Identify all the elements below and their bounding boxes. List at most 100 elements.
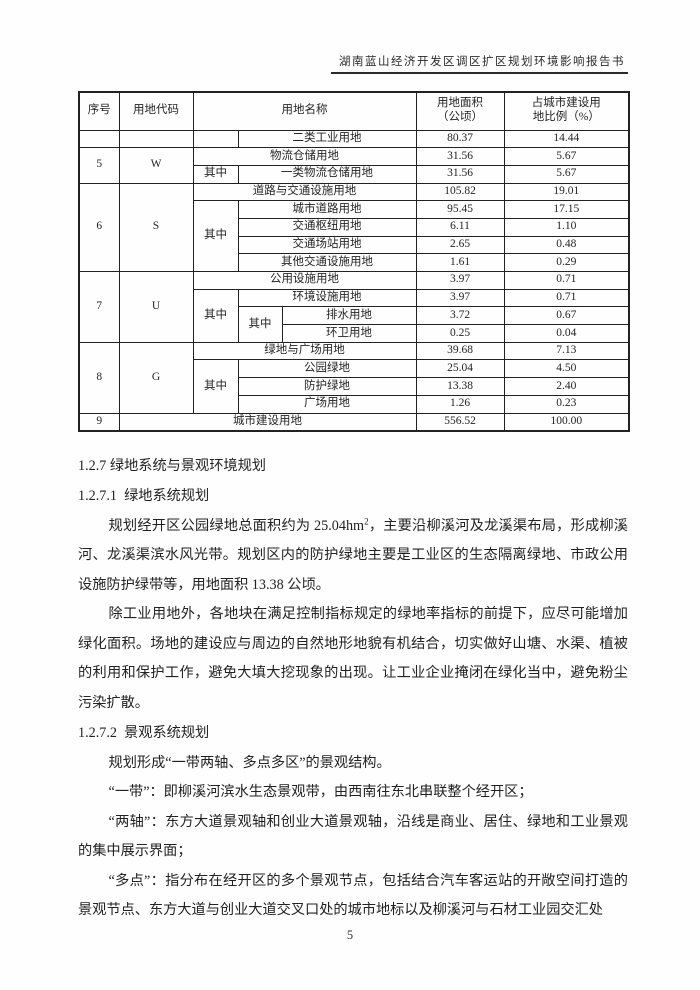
cell-land-name: 道路与交通设施用地 (192, 182, 417, 202)
cell-land-name: 城市道路用地 (237, 200, 417, 219)
table-header-row: 序号 用地代码 用地名称 用地面积 （公顷） 占城市建设用 地比例（%） (78, 91, 630, 131)
cell-area: 1.26 (415, 394, 505, 414)
cell-area: 1.61 (415, 253, 505, 272)
cell-serial: 5 (78, 147, 120, 184)
cell-ratio: 5.67 (503, 164, 630, 184)
cell-subgroup-label: 其中 (192, 288, 239, 343)
cell-area: 2.65 (415, 235, 505, 255)
cell-area: 3.72 (415, 306, 505, 326)
cell-ratio: 0.71 (503, 288, 630, 308)
table-row: 防护绿地 13.38 2.40 (79, 377, 630, 396)
cell-subgroup-label: 其中 (237, 306, 283, 343)
cell-area: 105.82 (415, 182, 505, 202)
cell-ratio: 100.00 (503, 412, 630, 432)
cell-serial: 8 (78, 341, 120, 414)
cell-land-name: 物流仓储用地 (192, 147, 417, 166)
cell-land-name: 环卫用地 (281, 324, 417, 343)
paragraph-text: ，主要沿柳溪河及龙溪渠布局，形成柳溪河、龙溪渠滨水风光带。规划区内的防护绿地主要… (78, 517, 628, 593)
column-header-code: 用地代码 (118, 91, 194, 131)
cell-land-name: 交通场站用地 (237, 235, 417, 255)
page-number: 5 (346, 928, 354, 942)
table-row: 二类工业用地 80.37 14.44 (78, 129, 630, 149)
table-row: 7 U 公用设施用地 3.97 0.71 (78, 271, 630, 343)
cell-ratio: 0.23 (503, 394, 630, 414)
cell-land-name: 二类工业用地 (237, 129, 417, 149)
cell-code: S (118, 182, 194, 273)
cell-ratio: 0.04 (503, 324, 630, 343)
cell-land-name: 一类物流仓储用地 (237, 164, 417, 184)
section-heading-1-2-7-2: 1.2.7.2 景观系统规划 (78, 725, 210, 742)
table-row: 交通枢纽用地 6.11 1.10 (79, 217, 630, 237)
table-row: 6 S 道路与交通设施用地 105.82 19.01 (78, 182, 630, 273)
cell-serial: 7 (78, 271, 120, 343)
cell-code: W (118, 147, 194, 184)
cell-subgroup-label: 其中 (192, 164, 239, 184)
cell-land-name: 环境设施用地 (237, 288, 417, 308)
cell-area: 39.68 (415, 341, 505, 361)
cell-land-name: 防护绿地 (237, 377, 417, 396)
cell-ratio: 7.13 (503, 341, 630, 361)
cell-area: 80.37 (415, 129, 505, 149)
table-row: 环卫用地 0.25 0.04 (79, 324, 630, 343)
cell-ratio: 5.67 (503, 147, 630, 166)
cell-serial (78, 129, 120, 149)
cell-subgroup-label: 其中 (192, 200, 239, 272)
cell-area: 31.56 (415, 147, 505, 166)
cell-land-name: 其他交通设施用地 (237, 253, 417, 272)
table-row: 8 G 绿地与广场用地 39.68 7.13 (78, 341, 630, 414)
table-row: 其中 公园绿地 25.04 4.50 (79, 359, 630, 414)
table-row: 其中 城市道路用地 95.45 17.15 (79, 200, 630, 272)
cell-ratio: 14.44 (503, 129, 630, 149)
cell-land-name: 广场用地 (237, 394, 417, 414)
paragraph-greening: 除工业用地外，各地块在满足控制指标规定的绿地率指标的前提下，应尽可能增加绿化面积… (78, 606, 628, 711)
cell-land-name: 交通枢纽用地 (237, 217, 417, 237)
cell-ratio: 4.50 (503, 359, 630, 379)
land-use-table: 序号 用地代码 用地名称 用地面积 （公顷） 占城市建设用 地比例（%） 二类工… (78, 91, 630, 432)
column-header-area: 用地面积 （公顷） (415, 91, 505, 131)
column-header-ratio: 占城市建设用 地比例（%） (503, 91, 630, 131)
cell-ratio: 19.01 (503, 182, 630, 202)
cell-code: U (118, 271, 194, 343)
cell-area: 3.97 (415, 288, 505, 308)
cell-ratio: 0.67 (503, 306, 630, 326)
running-header-text: 湖南蓝山经济开发区调区扩区规划环境影响报告书 (331, 55, 628, 74)
cell-subgroup-label (192, 129, 239, 149)
cell-area: 556.52 (415, 412, 505, 432)
paragraph-text: 规划经开区公园绿地总面积约为 25.04hm (108, 517, 365, 534)
cell-area: 0.25 (415, 324, 505, 343)
cell-ratio: 1.10 (503, 217, 630, 237)
section-heading-1-2-7-1: 1.2.7.1 绿地系统规划 (78, 488, 210, 505)
superscript-2: 2 (364, 515, 369, 526)
cell-area: 3.97 (415, 271, 505, 290)
cell-code: G (118, 341, 194, 414)
cell-land-name: 绿地与广场用地 (192, 341, 417, 361)
column-header-name: 用地名称 (192, 91, 417, 131)
cell-subgroup-label: 其中 (192, 359, 239, 414)
cell-area: 95.45 (415, 200, 505, 219)
body-text: 1.2.7 绿地系统与景观环境规划 1.2.7.1 绿地系统规划 规划经开区公园… (78, 452, 628, 926)
cell-ratio: 0.48 (503, 235, 630, 255)
table-row: 其中 排水用地 3.72 0.67 (79, 306, 630, 343)
cell-land-name: 公用设施用地 (192, 271, 417, 290)
column-header-serial: 序号 (78, 91, 120, 131)
cell-serial: 6 (78, 182, 120, 273)
cell-area: 13.38 (415, 377, 505, 396)
paragraph-green-space: 规划经开区公园绿地总面积约为 25.04hm2，主要沿柳溪河及龙溪渠布局，形成柳… (78, 512, 628, 601)
cell-area: 25.04 (415, 359, 505, 379)
cell-ratio: 0.29 (503, 253, 630, 272)
paragraph-multi-points: “多点”：指分布在经开区的多个景观节点，包括结合汽车客运站的开敞空间打造的景观节… (78, 872, 628, 919)
section-heading-1-2-7: 1.2.7 绿地系统与景观环境规划 (78, 457, 266, 474)
cell-area: 6.11 (415, 217, 505, 237)
cell-land-name: 公园绿地 (237, 359, 417, 379)
table-row: 交通场站用地 2.65 0.48 (79, 235, 630, 255)
cell-area: 31.56 (415, 164, 505, 184)
cell-land-name: 排水用地 (281, 306, 417, 326)
paragraph-two-axes: “两轴”：东方大道景观轴和创业大道景观轴，沿线是商业、居住、绿地和工业景观的集中… (78, 813, 628, 860)
table-row: 5 W 物流仓储用地 31.56 5.67 (78, 147, 630, 184)
cell-ratio: 17.15 (503, 200, 630, 219)
cell-ratio: 2.40 (503, 377, 630, 396)
cell-serial: 9 (78, 412, 120, 432)
paragraph-landscape-structure: 规划形成“一带两轴、多点多区”的景观结构。 (108, 754, 391, 771)
cell-land-name: 城市建设用地 (118, 412, 417, 432)
